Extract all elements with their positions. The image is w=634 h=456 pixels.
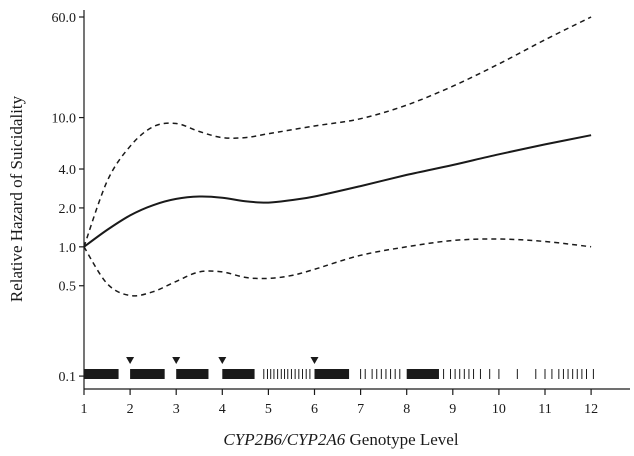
y-tick-label: 2.0 (59, 202, 77, 217)
y-tick-label: 60.0 (52, 11, 77, 26)
triangle-marker (310, 357, 319, 364)
lower-ci-line (83, 238, 592, 297)
y-tick-label: 1.0 (59, 241, 77, 256)
rug-block (314, 369, 350, 379)
y-axis-title: Relative Hazard of Suicidality (7, 95, 26, 302)
y-tick-label: 4.0 (59, 163, 77, 178)
x-axis-title-rest: Genotype Level (345, 430, 459, 449)
x-ticks: 1 2 3 4 5 6 7 8 9 10 11 12 (81, 389, 598, 417)
x-tick-label: 7 (357, 402, 364, 417)
x-tick-label: 9 (449, 402, 456, 417)
x-axis-title-italic: CYP2B6/CYP2A6 (223, 430, 345, 449)
rug-block (222, 369, 255, 379)
axes (83, 10, 630, 390)
x-tick-label: 6 (311, 402, 318, 417)
x-tick-label: 1 (81, 402, 88, 417)
triangle-marker (126, 357, 135, 364)
upper-ci-line (83, 16, 592, 248)
series-layer (83, 16, 592, 297)
y-tick-label: 0.5 (59, 280, 77, 295)
x-axis-title: CYP2B6/CYP2A6 Genotype Level (223, 430, 458, 449)
y-tick-label: 0.1 (59, 370, 77, 385)
x-tick-label: 11 (538, 402, 551, 417)
triangle-marker (172, 357, 181, 364)
rug-block (176, 369, 209, 379)
x-tick-label: 4 (219, 402, 226, 417)
x-tick-label: 8 (403, 402, 410, 417)
x-tick-label: 12 (584, 402, 598, 417)
x-tick-label: 10 (492, 402, 506, 417)
rug-block (130, 369, 165, 379)
rug-block (406, 369, 439, 379)
y-ticks: 0.1 0.5 1.0 2.0 4.0 10.0 60.0 (52, 11, 84, 385)
rug-block (84, 369, 119, 379)
y-tick-label: 10.0 (52, 112, 77, 127)
x-tick-label: 3 (173, 402, 180, 417)
hazard-estimate-line (83, 134, 592, 248)
x-tick-label: 5 (265, 402, 272, 417)
rug-layer (84, 357, 594, 379)
triangle-marker (218, 357, 227, 364)
x-tick-label: 2 (127, 402, 134, 417)
